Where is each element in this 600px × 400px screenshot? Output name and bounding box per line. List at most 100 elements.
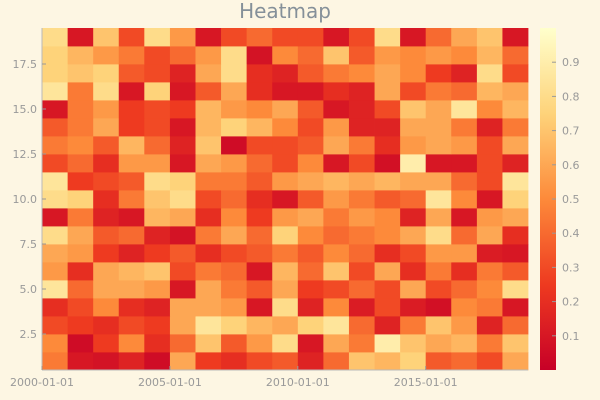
heatmap-cell bbox=[502, 118, 529, 137]
heatmap-cell bbox=[93, 154, 120, 173]
heatmap-cell bbox=[67, 334, 94, 353]
heatmap-cell bbox=[272, 28, 299, 47]
heatmap-cell bbox=[246, 136, 273, 155]
heatmap-cell bbox=[323, 262, 350, 281]
heatmap-cell bbox=[272, 280, 299, 299]
heatmap-cell bbox=[297, 154, 324, 173]
heatmap-cell bbox=[246, 226, 273, 245]
heatmap-cell bbox=[144, 298, 171, 317]
heatmap-cell bbox=[374, 100, 401, 119]
heatmap-cell bbox=[195, 352, 222, 371]
heatmap-cell bbox=[348, 118, 375, 137]
heatmap-cell bbox=[144, 190, 171, 209]
heatmap-cell bbox=[323, 226, 350, 245]
heatmap-cell bbox=[169, 82, 196, 101]
heatmap-cell bbox=[42, 334, 69, 353]
heatmap-cell bbox=[169, 280, 196, 299]
heatmap-cell bbox=[195, 262, 222, 281]
heatmap-cell bbox=[93, 136, 120, 155]
heatmap-cell bbox=[42, 100, 69, 119]
heatmap-cell bbox=[272, 118, 299, 137]
heatmap-cell bbox=[195, 208, 222, 227]
heatmap-cell bbox=[323, 280, 350, 299]
heatmap-cell bbox=[272, 208, 299, 227]
heatmap-cell bbox=[400, 280, 427, 299]
colorbar-tick-label: 0.7 bbox=[562, 125, 580, 138]
heatmap-cell bbox=[272, 154, 299, 173]
heatmap-cell bbox=[42, 64, 69, 83]
heatmap-cell bbox=[118, 298, 145, 317]
heatmap-cell bbox=[425, 244, 452, 263]
heatmap-cell bbox=[272, 64, 299, 83]
heatmap-cell bbox=[348, 316, 375, 335]
heatmap-cell bbox=[221, 136, 248, 155]
heatmap-cell bbox=[323, 28, 350, 47]
heatmap-cell bbox=[476, 316, 503, 335]
heatmap-cell bbox=[195, 136, 222, 155]
heatmap-cell bbox=[374, 262, 401, 281]
heatmap-cell bbox=[272, 100, 299, 119]
heatmap-cell bbox=[502, 280, 529, 299]
x-axis: 2000-01-01 2005-01-01 2010-01-01 2015-01-01 bbox=[10, 366, 458, 389]
heatmap-cell bbox=[246, 100, 273, 119]
heatmap-cell bbox=[348, 334, 375, 353]
heatmap-cell bbox=[425, 64, 452, 83]
heatmap-cell bbox=[476, 280, 503, 299]
heatmap-cell bbox=[118, 352, 145, 371]
heatmap-cell bbox=[246, 172, 273, 191]
heatmap-cell bbox=[169, 100, 196, 119]
heatmap-cell bbox=[272, 298, 299, 317]
heatmap-cell bbox=[246, 262, 273, 281]
heatmap-cell bbox=[42, 46, 69, 65]
heatmap-cell bbox=[118, 334, 145, 353]
heatmap-cell bbox=[67, 316, 94, 335]
heatmap-cell bbox=[93, 208, 120, 227]
heatmap-cell bbox=[400, 154, 427, 173]
x-tick-label: 2005-01-01 bbox=[138, 376, 202, 389]
heatmap-cell bbox=[144, 118, 171, 137]
heatmap-cell bbox=[323, 154, 350, 173]
heatmap-cell bbox=[246, 352, 273, 371]
x-tick-label: 2000-01-01 bbox=[10, 376, 74, 389]
heatmap-cell bbox=[195, 334, 222, 353]
heatmap-cell bbox=[42, 316, 69, 335]
colorbar-tick-label: 0.4 bbox=[562, 227, 580, 240]
heatmap-cell bbox=[144, 172, 171, 191]
heatmap-cell bbox=[502, 298, 529, 317]
heatmap-cell bbox=[195, 28, 222, 47]
heatmap-cell bbox=[118, 136, 145, 155]
heatmap-cell bbox=[221, 334, 248, 353]
heatmap-cell bbox=[400, 352, 427, 371]
heatmap-cell bbox=[502, 244, 529, 263]
y-tick-label: 17.5 bbox=[13, 58, 38, 71]
heatmap-cell bbox=[221, 118, 248, 137]
heatmap-cell bbox=[246, 82, 273, 101]
heatmap-cell bbox=[93, 118, 120, 137]
heatmap-cell bbox=[67, 154, 94, 173]
heatmap-cell bbox=[400, 64, 427, 83]
heatmap-cell bbox=[323, 118, 350, 137]
heatmap-cell bbox=[348, 136, 375, 155]
heatmap-cell bbox=[476, 46, 503, 65]
heatmap-cell bbox=[451, 154, 478, 173]
heatmap-cell bbox=[195, 298, 222, 317]
heatmap-cell bbox=[195, 46, 222, 65]
heatmap-cell bbox=[297, 334, 324, 353]
heatmap-cell bbox=[118, 46, 145, 65]
heatmap-cell bbox=[502, 100, 529, 119]
heatmap-cell bbox=[502, 28, 529, 47]
heatmap-cell bbox=[93, 172, 120, 191]
heatmap-cell bbox=[221, 208, 248, 227]
heatmap-cell bbox=[144, 100, 171, 119]
heatmap-cell bbox=[144, 244, 171, 263]
heatmap-cell bbox=[425, 190, 452, 209]
heatmap-cell bbox=[323, 100, 350, 119]
heatmap-cell bbox=[374, 190, 401, 209]
heatmap-cell bbox=[144, 280, 171, 299]
heatmap-cell bbox=[425, 136, 452, 155]
heatmap-cell bbox=[425, 172, 452, 191]
heatmap-cell bbox=[67, 100, 94, 119]
heatmap-cell bbox=[67, 46, 94, 65]
heatmap-cell bbox=[451, 118, 478, 137]
heatmap-cell bbox=[476, 298, 503, 317]
